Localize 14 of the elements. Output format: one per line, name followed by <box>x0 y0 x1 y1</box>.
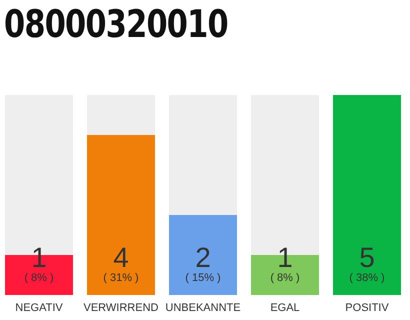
annotation: ( 15% ) <box>185 272 221 284</box>
x-tick-label: VERWIRREND <box>84 302 159 314</box>
annotation: ( 8% ) <box>270 272 300 284</box>
annotation: ( 8% ) <box>24 272 54 284</box>
x-tick-label: EGAL <box>270 302 300 314</box>
x-tick-label: UNBEKANNTE <box>165 302 241 314</box>
data-label: 5 <box>359 242 375 273</box>
data-label: 4 <box>113 242 129 273</box>
annotation: ( 31% ) <box>103 272 139 284</box>
annotation: ( 38% ) <box>349 272 385 284</box>
chart-title: 08000320010 <box>4 2 228 47</box>
x-tick-label: POSITIV <box>345 302 390 314</box>
data-label: 2 <box>195 242 211 273</box>
x-tick-label: NEGATIV <box>15 302 64 314</box>
